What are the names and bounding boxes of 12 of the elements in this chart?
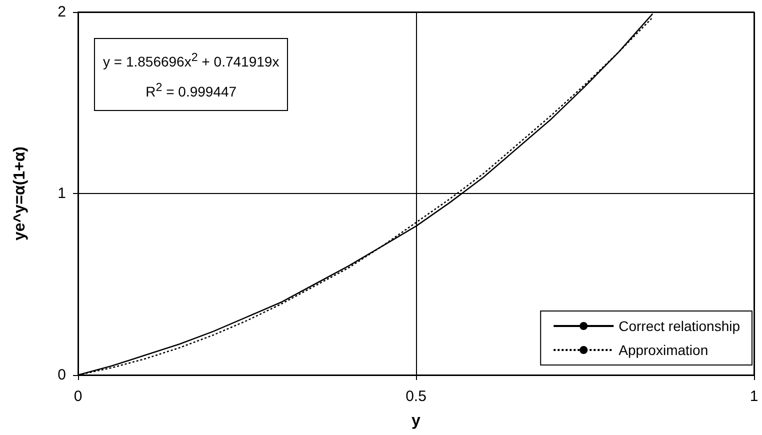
x-tick-label: 1 xyxy=(750,388,758,405)
legend-label: Correct relationship xyxy=(618,318,740,334)
x-tick-label: 0.5 xyxy=(406,388,426,405)
annotation: y = 1.856696x$^{2}$ + 0.741919x xyxy=(103,50,280,72)
y-tick-label: 1 xyxy=(58,185,66,202)
x-tick-label: 0 xyxy=(74,388,82,405)
y-axis-title: ye^y=α(1+α) xyxy=(12,146,28,240)
y-tick-label: 0 xyxy=(58,366,66,384)
legend-label: Approximation xyxy=(618,342,708,358)
x-axis-title: y xyxy=(412,412,421,430)
y-tick-label: 2 xyxy=(58,4,66,20)
annotation: R$^{2}$ = 0.999447 xyxy=(144,80,238,102)
